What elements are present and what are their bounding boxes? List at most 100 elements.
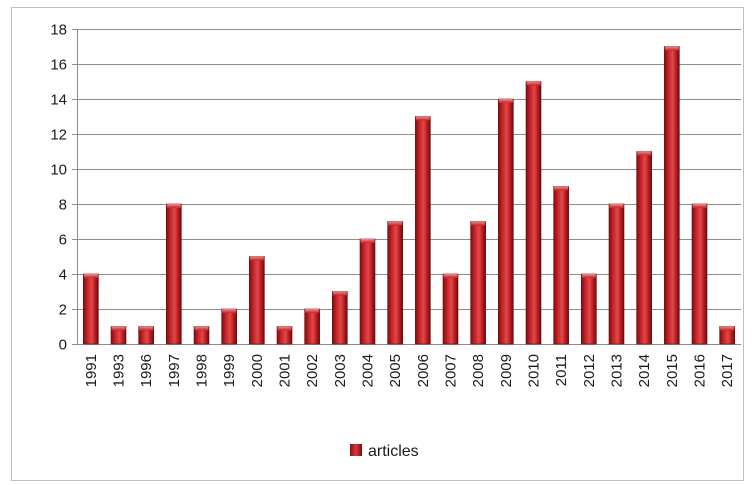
x-tick-labels: 1991 1993 1996 1997 1998 1999 2000 2001 2002 2003… xyxy=(83,354,736,387)
bar xyxy=(221,308,237,345)
x-tick-label: 2000 xyxy=(249,354,266,387)
bar xyxy=(387,221,403,345)
x-tick-label: 2010 xyxy=(526,354,543,387)
bar-body xyxy=(553,186,569,345)
bar xyxy=(525,81,542,345)
y-tick-label: 16 xyxy=(50,57,67,74)
bar-cap xyxy=(249,256,264,261)
bar xyxy=(442,273,459,345)
bar-cap xyxy=(609,204,624,208)
bar-cap xyxy=(305,309,320,313)
x-tick-label: 1991 xyxy=(83,354,100,387)
bar xyxy=(249,256,265,345)
y-tick-label: 8 xyxy=(59,197,67,214)
bar-cap xyxy=(83,274,98,278)
bar xyxy=(498,98,514,345)
y-tick-label: 4 xyxy=(59,267,67,284)
bar-body xyxy=(691,203,708,345)
bar-cap xyxy=(692,204,707,208)
bar-body xyxy=(498,98,514,345)
y-tick-label: 12 xyxy=(50,127,67,144)
bar xyxy=(359,238,376,345)
bar xyxy=(691,203,708,345)
bar-cap xyxy=(388,221,403,226)
bar-cap xyxy=(194,326,209,331)
bar xyxy=(636,151,652,345)
bar-body xyxy=(636,151,652,345)
bar-body xyxy=(470,221,486,345)
bar-body xyxy=(581,273,597,345)
x-tick-label: 2004 xyxy=(360,354,377,387)
x-tick-label: 2008 xyxy=(470,354,487,387)
bar-cap xyxy=(443,274,458,278)
bar-cap xyxy=(111,326,126,331)
bar xyxy=(470,221,486,345)
bar-cap xyxy=(720,326,735,331)
y-tick-labels: 0 2 4 6 8 10 12 14 16 18 xyxy=(50,22,67,354)
bar-body xyxy=(359,238,376,345)
y-tick-label: 6 xyxy=(59,232,67,249)
bar xyxy=(304,308,320,345)
bar-cap xyxy=(222,309,237,313)
bar-cap xyxy=(471,221,486,226)
bar-cap xyxy=(637,151,652,156)
bar xyxy=(719,326,735,345)
x-tick-label: 1999 xyxy=(221,354,238,387)
bar-cap xyxy=(277,326,292,331)
x-tick-label: 1997 xyxy=(166,354,183,387)
bar-body xyxy=(304,308,320,345)
bar xyxy=(664,46,680,345)
x-tick-label: 2003 xyxy=(332,354,349,387)
bar-body xyxy=(525,81,542,345)
y-tick-label: 18 xyxy=(50,22,67,39)
bar xyxy=(138,326,154,345)
bar-body xyxy=(83,273,99,345)
y-tick-label: 0 xyxy=(59,337,67,354)
bar-cap xyxy=(664,46,679,51)
x-tick-label: 2015 xyxy=(664,354,681,387)
bar-body xyxy=(442,273,459,345)
bars xyxy=(83,46,735,345)
bar-body xyxy=(415,116,431,345)
x-tick-label: 2001 xyxy=(277,354,294,387)
bar xyxy=(332,291,348,345)
y-tick-label: 14 xyxy=(50,92,67,109)
bar xyxy=(581,273,597,345)
x-tick-label: 2009 xyxy=(498,354,515,387)
x-tick-label: 1996 xyxy=(138,354,155,387)
x-tick-label: 2012 xyxy=(581,354,598,387)
bar xyxy=(83,273,99,345)
bar-body xyxy=(664,46,680,345)
x-tick-label: 2013 xyxy=(609,354,626,387)
bar xyxy=(276,326,293,345)
bar-body xyxy=(332,291,348,345)
legend-label-articles: articles xyxy=(368,443,419,460)
legend: articles xyxy=(350,443,419,460)
bar-cap xyxy=(332,291,347,296)
bar xyxy=(553,186,569,345)
bar xyxy=(415,116,431,345)
x-tick-label: 1993 xyxy=(111,354,128,387)
x-tick-label: 2002 xyxy=(304,354,321,387)
bar-body xyxy=(166,203,182,345)
x-tick-label: 2017 xyxy=(719,354,736,387)
bar xyxy=(110,326,127,345)
bar-cap xyxy=(415,116,430,121)
bar-cap xyxy=(139,326,154,331)
bar-cap xyxy=(526,81,541,86)
x-tick-label: 2011 xyxy=(553,354,570,386)
x-tick-label: 2005 xyxy=(387,354,404,387)
x-tick-label: 2016 xyxy=(692,354,709,387)
bar-cap xyxy=(554,186,569,191)
legend-swatch xyxy=(350,444,362,456)
x-tick-label: 2014 xyxy=(636,354,653,387)
bar-body xyxy=(608,203,625,345)
axes xyxy=(72,29,741,345)
y-tick-label: 2 xyxy=(59,302,67,319)
bar-body xyxy=(387,221,403,345)
bar-cap xyxy=(166,204,181,208)
y-tick-label: 10 xyxy=(50,162,67,179)
x-tick-label: 1998 xyxy=(194,354,211,387)
bar xyxy=(193,326,210,345)
